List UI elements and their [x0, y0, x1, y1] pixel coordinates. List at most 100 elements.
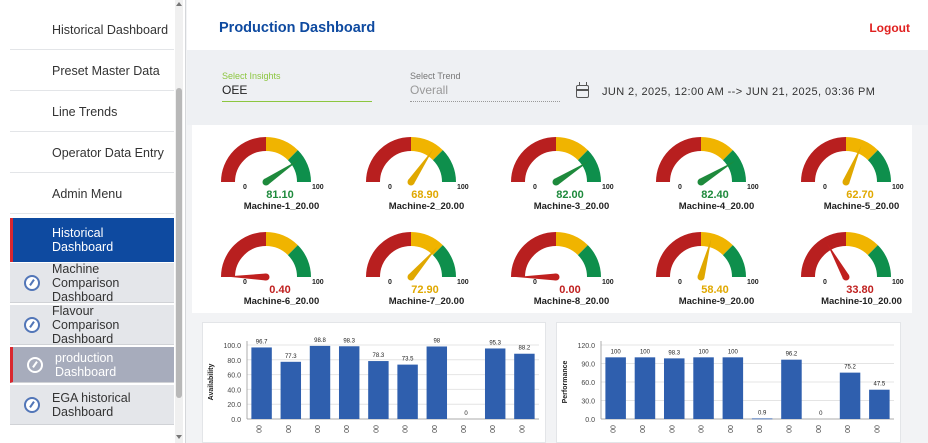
logout-button[interactable]: Logout	[869, 21, 910, 35]
sidebar-item-line-trends[interactable]: Line Trends	[10, 92, 174, 132]
bar	[251, 347, 272, 419]
sidebar-item-label: Machine Comparison Dashboard	[52, 261, 120, 304]
gauge-value: 68.90	[411, 189, 439, 201]
gauge-machine-8: 0 100 0.00 Machine-8_20.00	[504, 225, 634, 315]
gauge-machine-name: Machine-2_20.00	[388, 201, 465, 212]
gauge-dial	[656, 137, 746, 186]
x-tick-label: 00	[286, 425, 293, 433]
gauge-machine-name: Machine-6_20.00	[243, 296, 320, 307]
sidebar-subitem-flavour-comparison[interactable]: Flavour Comparison Dashboard	[10, 304, 174, 346]
gauge-arc-red	[511, 137, 557, 183]
scroll-down-arrow-icon[interactable]	[176, 435, 182, 439]
gauge-min-label: 0	[533, 184, 537, 191]
data-label: 98.3	[668, 350, 680, 356]
y-tick-label: 20.0	[227, 402, 241, 409]
gauge-machine-name: Machine-3_20.00	[533, 201, 610, 212]
gauge-arc-red	[511, 232, 557, 278]
gauge-value: 0.00	[559, 284, 581, 296]
x-tick-label: 00	[699, 425, 706, 433]
gauge-arc-red	[366, 137, 412, 183]
y-tick-label: 80.0	[227, 358, 241, 365]
gauge-needle	[226, 273, 267, 281]
gauge-value: 81.10	[266, 189, 294, 201]
gauge-min-label: 0	[388, 184, 392, 191]
sidebar-item-preset-master-data[interactable]: Preset Master Data	[10, 51, 174, 91]
gauge-machine-4: 0 100 82.40 Machine-4_20.00	[649, 130, 779, 220]
gauge-arc-yellow	[410, 137, 443, 161]
gauge-max-label: 100	[457, 184, 469, 191]
bar	[634, 357, 656, 419]
data-label: 0	[464, 411, 468, 417]
gauge-machine-1: 0 100 81.10 Machine-1_20.00	[214, 130, 344, 220]
gauge-arc-green	[432, 150, 456, 183]
scrollbar-thumb[interactable]	[176, 88, 182, 398]
page-title: Production Dashboard	[219, 20, 376, 36]
sidebar-scrollbar[interactable]	[175, 0, 183, 443]
sidebar-item-operator-data-entry[interactable]: Operator Data Entry	[10, 133, 174, 173]
header: Production Dashboard Logout	[187, 0, 928, 50]
gauge-needle	[408, 148, 434, 184]
gauge-max-label: 100	[747, 184, 759, 191]
bar	[484, 348, 506, 419]
sidebar-item-label: Operator Data Entry	[52, 145, 164, 160]
sidebar: Historical Dashboard Preset Master Data …	[0, 0, 186, 443]
x-tick-label: 00	[257, 425, 264, 433]
sidebar-subitem-ega-historical[interactable]: EGA historical Dashboard	[10, 385, 174, 425]
data-label: 47.5	[874, 382, 886, 388]
gauge-value: 33.80	[846, 284, 874, 296]
x-tick-label: 00	[432, 425, 439, 433]
select-insights-label: Select Insights	[222, 71, 281, 81]
gauge-arc-yellow	[845, 137, 878, 161]
select-insights-dropdown[interactable]: OEE	[222, 83, 372, 102]
select-trend-dropdown[interactable]: Overall	[410, 83, 560, 102]
gauge-machine-name: Machine-4_20.00	[678, 201, 755, 212]
gauge-max-label: 100	[892, 184, 904, 191]
gauge-machine-9: 0 100 58.40 Machine-9_20.00	[649, 225, 779, 315]
gauge-panel: 0 100 81.10 Machine-1_20.00 0 100 68.90 Machine…	[192, 125, 912, 313]
x-tick-label: 00	[757, 425, 764, 433]
gauge-dial	[221, 137, 311, 186]
gauge-max-label: 100	[312, 279, 324, 286]
x-tick-label: 00	[611, 425, 618, 433]
gauge-machine-6: 0 100 0.40 Machine-6_20.00	[214, 225, 344, 315]
gauge-machine-5: 0 100 62.70 Machine-5_20.00	[794, 130, 924, 220]
data-label: 100	[611, 349, 622, 355]
gauge-machine-3: 0 100 82.00 Machine-3_20.00	[504, 130, 634, 220]
gauge-dial	[656, 232, 746, 281]
gauge-max-label: 100	[457, 279, 469, 286]
availability-chart: 0.0 20.0 40.0 60.0 80.0 100.0 Availability 96.7…	[208, 338, 539, 433]
gauge-needle	[699, 160, 736, 185]
sidebar-subitem-production-dashboard[interactable]: production Dashboard	[10, 347, 174, 383]
gauge-dial	[801, 232, 891, 281]
gauge-value: 0.40	[269, 284, 291, 296]
sidebar-item-label: EGA historical Dashboard	[52, 390, 131, 419]
data-label: 95.3	[489, 340, 501, 346]
calendar-icon[interactable]	[576, 82, 589, 98]
gauge-arc-green	[577, 245, 601, 278]
gauge-value: 72.90	[411, 284, 439, 296]
bar	[869, 389, 890, 419]
gauge-needle	[554, 160, 590, 185]
scroll-up-arrow-icon[interactable]	[176, 2, 182, 6]
gauge-needle	[408, 246, 438, 280]
y-tick-label: 0.0	[585, 417, 595, 424]
sidebar-subitem-machine-comparison[interactable]: Machine Comparison Dashboard	[10, 261, 174, 304]
y-tick-label: 100.0	[223, 343, 241, 350]
sidebar-item-historical-dashboard-active[interactable]: Historical Dashboard	[10, 218, 174, 262]
sidebar-item-historical-dashboard[interactable]: Historical Dashboard	[10, 10, 174, 50]
data-label: 77.3	[285, 354, 297, 360]
sidebar-item-admin-menu[interactable]: Admin Menu	[10, 174, 174, 214]
y-tick-label: 60.0	[227, 373, 241, 380]
gauge-min-label: 0	[243, 184, 247, 191]
gauge-machine-name: Machine-7_20.00	[388, 296, 465, 307]
gauge-arc-green	[867, 150, 891, 183]
gauge-min-label: 0	[823, 279, 827, 286]
date-range-picker[interactable]: JUN 2, 2025, 12:00 AM --> JUN 21, 2025, …	[602, 86, 876, 98]
bar	[663, 358, 685, 419]
gauge-max-label: 100	[747, 279, 759, 286]
sidebar-item-label: production Dashboard	[55, 350, 117, 379]
gauge-arc-red	[656, 137, 702, 183]
gauge-value: 62.70	[846, 189, 874, 201]
y-tick-label: 90.0	[581, 362, 595, 369]
bar	[693, 357, 714, 419]
